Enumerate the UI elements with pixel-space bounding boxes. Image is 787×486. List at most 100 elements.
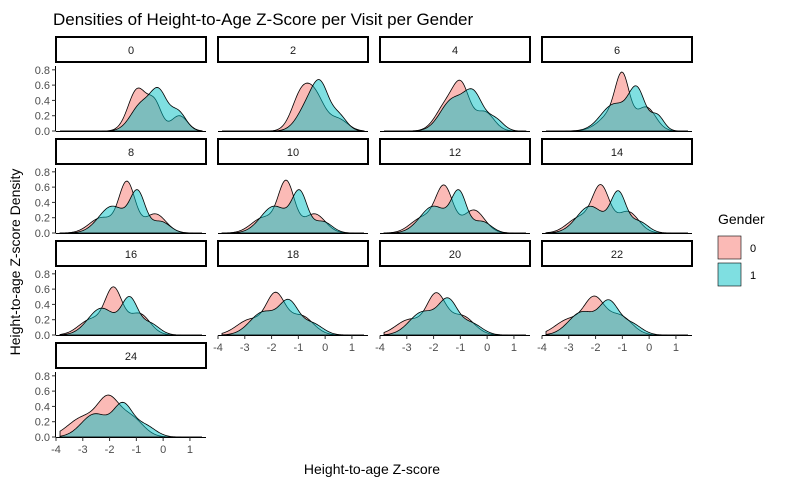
facet-panel-10: 10: [217, 138, 369, 234]
facet-strip-4: [379, 36, 531, 63]
y-tick-label: 0.0: [35, 228, 50, 240]
legend: Gender 0 1: [717, 211, 765, 287]
facet-panel-0: 0 0.0 0.2 0.4 0.6 0.8: [35, 36, 207, 138]
facet-panel-2: 2: [217, 36, 369, 132]
density-area-gender-1: [384, 88, 527, 132]
x-tick-label: -2: [105, 444, 115, 456]
y-tick-label: 0.8: [35, 167, 50, 179]
legend-title: Gender: [718, 211, 765, 227]
y-tick-label: 0.4: [35, 299, 50, 311]
facet-strip-label: 22: [611, 249, 623, 261]
facet-panel-4: 4: [379, 36, 531, 132]
y-tick-label: 0.6: [35, 182, 50, 194]
density-area-gender-1: [221, 189, 364, 234]
x-tick-label: 1: [511, 342, 517, 354]
y-tick-label: 0.8: [35, 371, 50, 383]
facet-strip-label: 4: [452, 45, 458, 57]
facet-strip-label: 20: [449, 249, 461, 261]
x-tick-label: -2: [267, 342, 277, 354]
facet-panel-12: 12: [379, 138, 531, 234]
legend-label-gender-0: 0: [750, 243, 756, 255]
facet-strip-label: 8: [128, 147, 134, 159]
chart-title: Densities of Height-to-Age Z-Score per V…: [53, 10, 473, 29]
facet-panel-18: 18 -4 -3 -2 -1 0 1: [213, 240, 369, 354]
x-tick-label: -2: [429, 342, 439, 354]
facet-strip-label: 14: [611, 147, 623, 159]
facet-strip-label: 0: [128, 45, 134, 57]
facet-panel-24: 24 0.0 0.2 0.4 0.6 0.8 -4 -3 -2 -1 0 1: [35, 342, 207, 456]
x-tick-label: -1: [131, 444, 141, 456]
facet-strip-12: [379, 138, 531, 165]
facet-strip-label: 6: [614, 45, 620, 57]
x-tick-label: -4: [537, 342, 547, 354]
density-area-gender-1: [59, 401, 202, 438]
x-tick-label: -1: [293, 342, 303, 354]
facet-strip-8: [55, 138, 207, 165]
x-tick-label: 0: [160, 444, 166, 456]
facet-strip-16: [55, 240, 207, 267]
y-tick-label: 0.6: [35, 386, 50, 398]
density-area-gender-1: [221, 298, 364, 336]
x-tick-label: -3: [240, 342, 250, 354]
facet-panel-14: 14: [541, 138, 693, 234]
facet-panel-20: 20 -4 -3 -2 -1 0 1: [375, 240, 531, 354]
y-tick-label: 0.4: [35, 401, 50, 413]
facet-strip-14: [541, 138, 693, 165]
density-area-gender-1: [383, 297, 526, 336]
x-tick-label: 0: [646, 342, 652, 354]
x-tick-label: -3: [78, 444, 88, 456]
facet-strip-label: 10: [287, 147, 299, 159]
y-tick-label: 0.6: [35, 80, 50, 92]
facet-panel-6: 6: [541, 36, 693, 132]
y-tick-label: 0.2: [35, 315, 50, 327]
legend-key-gender-1: [717, 262, 742, 287]
facet-strip-label: 2: [290, 45, 296, 57]
y-tick-label: 0.8: [35, 65, 50, 77]
facet-strip-label: 18: [287, 249, 299, 261]
facet-panel-22: 22 -4 -3 -2 -1 0 1: [537, 240, 693, 354]
density-area-gender-1: [59, 296, 202, 336]
facet-strip-22: [541, 240, 693, 267]
x-tick-label: 0: [322, 342, 328, 354]
facet-strip-0: [55, 36, 207, 63]
facet-strip-10: [217, 138, 369, 165]
x-tick-label: -4: [375, 342, 385, 354]
x-tick-label: -3: [564, 342, 574, 354]
x-tick-label: -2: [591, 342, 601, 354]
legend-label-gender-1: 1: [750, 270, 756, 282]
facet-strip-24: [55, 342, 207, 369]
facet-panel-8: 8 0.0 0.2 0.4 0.6 0.8: [35, 138, 207, 240]
x-tick-label: -1: [455, 342, 465, 354]
x-tick-label: 1: [349, 342, 355, 354]
facet-strip-label: 12: [449, 147, 461, 159]
facet-strip-2: [217, 36, 369, 63]
y-tick-label: 0.2: [35, 417, 50, 429]
facet-strip-label: 16: [125, 249, 137, 261]
y-tick-label: 0.4: [35, 197, 50, 209]
x-tick-label: -1: [617, 342, 627, 354]
facet-strip-label: 24: [125, 351, 137, 363]
density-area-gender-1: [546, 85, 688, 132]
y-tick-label: 0.0: [35, 432, 50, 444]
y-tick-label: 0.4: [35, 95, 50, 107]
density-area-gender-1: [383, 189, 526, 234]
density-area-gender-1: [59, 189, 202, 234]
x-tick-label: -4: [213, 342, 223, 354]
legend-key-gender-0: [717, 235, 742, 260]
facet-strip-18: [217, 240, 369, 267]
x-tick-label: -4: [51, 444, 61, 456]
facet-panel-16: 16 0.0 0.2 0.4 0.6 0.8: [35, 240, 207, 342]
y-tick-label: 0.2: [35, 111, 50, 123]
x-axis-title: Height-to-age Z-score: [304, 461, 440, 477]
y-tick-label: 0.0: [35, 330, 50, 342]
y-tick-label: 0.6: [35, 284, 50, 296]
x-tick-label: -3: [402, 342, 412, 354]
y-tick-label: 0.0: [35, 126, 50, 138]
density-area-gender-1: [545, 299, 688, 336]
x-tick-label: 1: [187, 444, 193, 456]
x-tick-label: 0: [484, 342, 490, 354]
facet-strip-20: [379, 240, 531, 267]
y-axis-title: Height-to-age Z-score Density: [7, 169, 23, 356]
density-area-gender-1: [545, 190, 688, 234]
